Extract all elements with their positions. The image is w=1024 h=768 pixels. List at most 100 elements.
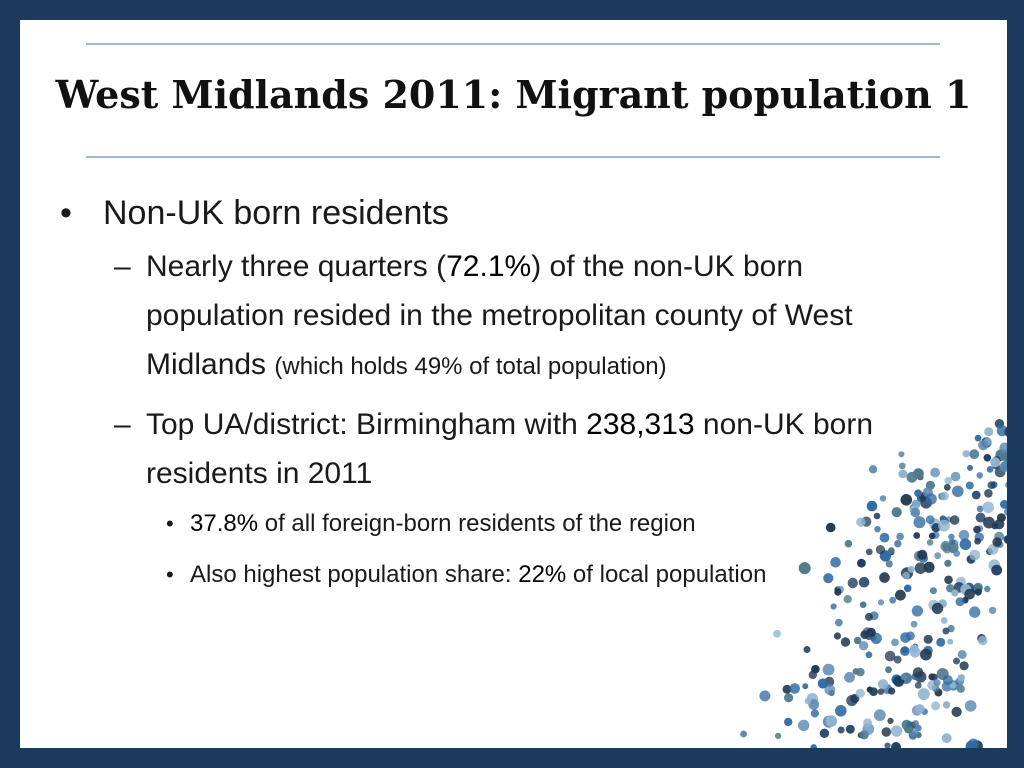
- decorative-dot: [917, 688, 930, 701]
- decorative-dot: [984, 427, 994, 437]
- decorative-dot: [976, 472, 983, 479]
- bullet-non-uk-born: • Non-UK born residents: [60, 190, 960, 236]
- decorative-dot: [933, 679, 941, 687]
- decorative-dot: [996, 513, 1006, 523]
- decorative-dot: [957, 674, 965, 682]
- decorative-dot: [817, 678, 828, 689]
- sub2-text-b: non-UK born residents in 2011: [146, 408, 874, 490]
- decorative-dot: [949, 538, 956, 546]
- decorative-dot: [951, 589, 959, 597]
- decorative-dot: [803, 646, 811, 653]
- decorative-dot: [863, 718, 873, 728]
- decorative-dot: [877, 599, 885, 606]
- decorative-dot: [986, 466, 994, 473]
- decorative-dot: [958, 530, 970, 541]
- decorative-dot: [811, 664, 820, 674]
- decorative-dot: [740, 730, 747, 738]
- decorative-dot: [846, 695, 858, 707]
- decorative-dot: [1004, 507, 1007, 516]
- decorative-dot: [944, 559, 952, 567]
- item2-text-a: Also highest population share:: [190, 561, 519, 588]
- decorative-dot: [934, 552, 942, 560]
- sub2-text-a: Top UA/district: Birmingham with: [146, 408, 587, 441]
- decorative-dot: [858, 641, 869, 651]
- decorative-dot: [833, 632, 842, 640]
- decorative-dot: [936, 637, 946, 647]
- decorative-dot: [983, 454, 992, 462]
- decorative-dot: [923, 634, 933, 644]
- decorative-dot: [974, 588, 982, 596]
- decorative-dot: [909, 646, 921, 658]
- decorative-dot: [991, 564, 1003, 576]
- decorative-dot: [962, 450, 970, 458]
- decorative-dot: [856, 517, 866, 527]
- decorative-dot: [951, 706, 962, 718]
- decorative-dot: [988, 606, 997, 615]
- decorative-dot: [959, 538, 972, 551]
- bullet-main-text: Non-UK born residents: [103, 194, 449, 232]
- decorative-dot: [956, 684, 965, 693]
- decorative-dot: [912, 667, 924, 678]
- sub-bullet-birmingham: – Top UA/district: Birmingham with 238,3…: [60, 400, 946, 498]
- decorative-dot: [915, 704, 925, 714]
- slide: West Midlands 2011: Migrant population 1…: [20, 20, 1007, 748]
- dash-icon: –: [114, 250, 131, 283]
- decorative-dot: [866, 627, 876, 638]
- decorative-dot: [925, 515, 935, 525]
- item1-highlight: 37.8%: [190, 510, 259, 537]
- slide-title: West Midlands 2011: Migrant population 1: [55, 72, 972, 117]
- decorative-dot: [891, 638, 899, 647]
- decorative-dot: [955, 597, 965, 607]
- item1-text: of all foreign-born residents of the reg…: [258, 510, 696, 537]
- sub1-highlight: 72.1%: [446, 250, 532, 283]
- decorative-dot: [926, 539, 934, 546]
- decorative-dot: [948, 533, 955, 541]
- decorative-dot: [965, 481, 974, 490]
- decorative-dot: [784, 717, 793, 727]
- sub1-text-a: Nearly three quarters (: [146, 250, 447, 283]
- decorative-dot: [964, 588, 975, 600]
- decorative-dot: [983, 516, 995, 529]
- decorative-dot: [782, 684, 792, 694]
- decorative-dot: [946, 584, 955, 593]
- decorative-dot: [923, 561, 935, 573]
- decorative-dot: [890, 725, 903, 737]
- decorative-dot: [865, 548, 873, 556]
- decorative-dot: [944, 575, 953, 585]
- decorative-dot: [969, 449, 980, 460]
- decorative-dot: [947, 638, 954, 645]
- decorative-dot: [911, 605, 924, 617]
- decorative-dot: [974, 537, 981, 545]
- decorative-dot: [802, 683, 809, 690]
- decorative-dot: [835, 618, 843, 627]
- decorative-dot: [1004, 535, 1007, 543]
- decorative-dot: [879, 495, 887, 502]
- decorative-dot: [857, 558, 866, 568]
- decorative-dot: [925, 493, 937, 505]
- decorative-dot: [865, 612, 873, 621]
- decorative-dot: [845, 724, 855, 734]
- decorative-dot: [898, 451, 905, 458]
- decorative-dot: [999, 442, 1007, 453]
- decorative-dot: [906, 721, 913, 728]
- decorative-dot: [830, 603, 837, 610]
- decorative-dot: [873, 709, 886, 722]
- decorative-dot: [941, 733, 952, 744]
- decorative-dot: [959, 661, 969, 671]
- decorative-dot: [939, 491, 949, 501]
- decorative-dot: [884, 650, 896, 662]
- decorative-dot: [819, 728, 830, 738]
- decorative-dot: [952, 485, 964, 498]
- decorative-dot: [912, 720, 919, 727]
- decorative-dot: [835, 705, 847, 717]
- decorative-dot: [976, 505, 984, 513]
- sub-bullet-three-quarters: – Nearly three quarters (72.1%) of the n…: [60, 242, 946, 391]
- decorative-dot: [910, 620, 918, 628]
- sub-sub-bullet-local-share: • Also highest population share: 22% of …: [60, 558, 960, 592]
- decorative-dot: [810, 744, 817, 748]
- decorative-dot: [1000, 500, 1007, 509]
- title-bottom-rule: [86, 156, 940, 158]
- decorative-dot: [837, 726, 845, 734]
- title-top-rule: [86, 43, 940, 45]
- bullet-icon: •: [60, 194, 72, 232]
